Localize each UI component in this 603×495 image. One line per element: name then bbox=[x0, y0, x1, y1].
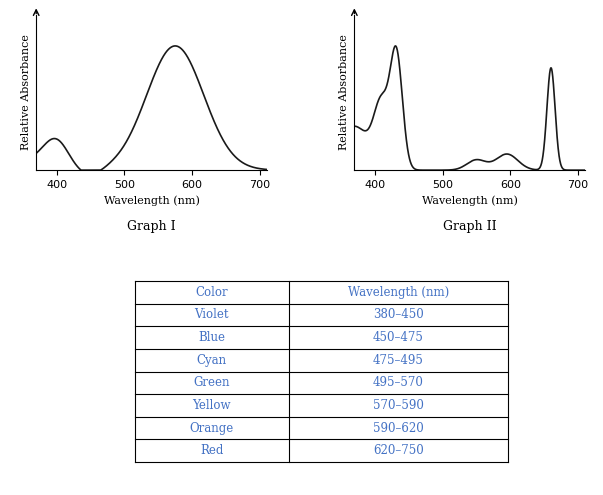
Y-axis label: Relative Absorbance: Relative Absorbance bbox=[339, 35, 349, 150]
Text: Color: Color bbox=[195, 286, 228, 299]
Text: 590–620: 590–620 bbox=[373, 422, 424, 435]
Text: Cyan: Cyan bbox=[197, 354, 227, 367]
Text: 570–590: 570–590 bbox=[373, 399, 424, 412]
Text: 380–450: 380–450 bbox=[373, 308, 424, 321]
Text: Orange: Orange bbox=[190, 422, 234, 435]
Text: 495–570: 495–570 bbox=[373, 376, 424, 390]
Text: Blue: Blue bbox=[198, 331, 226, 344]
Text: Graph II: Graph II bbox=[443, 220, 496, 233]
Text: Yellow: Yellow bbox=[192, 399, 231, 412]
Text: Green: Green bbox=[194, 376, 230, 390]
Text: 450–475: 450–475 bbox=[373, 331, 424, 344]
X-axis label: Wavelength (nm): Wavelength (nm) bbox=[421, 196, 517, 206]
Text: Graph I: Graph I bbox=[127, 220, 175, 233]
Y-axis label: Relative Absorbance: Relative Absorbance bbox=[21, 35, 31, 150]
Text: Violet: Violet bbox=[195, 308, 229, 321]
Text: Red: Red bbox=[200, 445, 224, 457]
Text: 620–750: 620–750 bbox=[373, 445, 424, 457]
Text: 475–495: 475–495 bbox=[373, 354, 424, 367]
X-axis label: Wavelength (nm): Wavelength (nm) bbox=[104, 196, 200, 206]
Text: Wavelength (nm): Wavelength (nm) bbox=[348, 286, 449, 299]
